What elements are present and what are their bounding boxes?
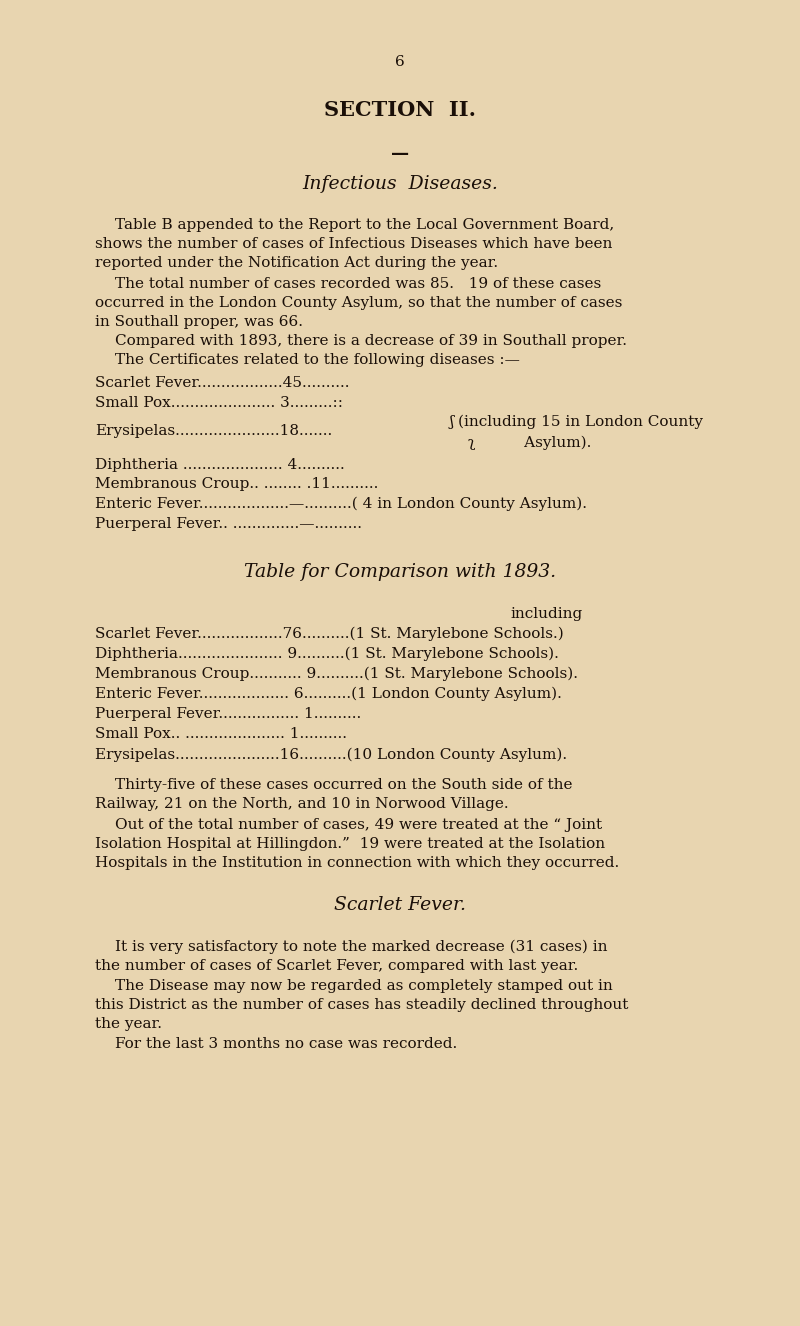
Text: Out of the total number of cases, 49 were treated at the “ Joint: Out of the total number of cases, 49 wer… bbox=[115, 818, 602, 831]
Text: Railway, 21 on the North, and 10 in Norwood Village.: Railway, 21 on the North, and 10 in Norw… bbox=[95, 797, 509, 812]
Text: Scarlet Fever..................45..........: Scarlet Fever..................45.......… bbox=[95, 377, 350, 390]
Text: Thirty-five of these cases occurred on the South side of the: Thirty-five of these cases occurred on t… bbox=[115, 778, 573, 792]
Text: Erysipelas......................18.......: Erysipelas......................18......… bbox=[95, 424, 332, 438]
Text: Table for Comparison with 1893.: Table for Comparison with 1893. bbox=[244, 564, 556, 581]
Text: Puerperal Fever.. ..............—..........: Puerperal Fever.. ..............—.......… bbox=[95, 517, 362, 530]
Text: The Disease may now be regarded as completely stamped out in: The Disease may now be regarded as compl… bbox=[115, 979, 613, 993]
Text: Erysipelas......................16..........(10 London County Asylum).: Erysipelas......................16......… bbox=[95, 748, 567, 762]
Text: the number of cases of Scarlet Fever, compared with last year.: the number of cases of Scarlet Fever, co… bbox=[95, 959, 578, 973]
Text: Small Pox...................... 3.........::: Small Pox...................... 3.......… bbox=[95, 396, 343, 410]
Text: Infectious  Diseases.: Infectious Diseases. bbox=[302, 175, 498, 194]
Text: Enteric Fever................... 6..........(1 London County Asylum).: Enteric Fever................... 6......… bbox=[95, 687, 562, 701]
Text: shows the number of cases of Infectious Diseases which have been: shows the number of cases of Infectious … bbox=[95, 237, 612, 251]
Text: Hospitals in the Institution in connection with which they occurred.: Hospitals in the Institution in connecti… bbox=[95, 857, 619, 870]
Text: the year.: the year. bbox=[95, 1017, 162, 1032]
Text: Table B appended to the Report to the Local Government Board,: Table B appended to the Report to the Lo… bbox=[115, 217, 614, 232]
Text: The Certificates related to the following diseases :—: The Certificates related to the followin… bbox=[115, 353, 520, 367]
Text: ʃ (including 15 in London County: ʃ (including 15 in London County bbox=[450, 415, 704, 430]
Text: Membranous Croup........... 9..........(1 St. Marylebone Schools).: Membranous Croup........... 9..........(… bbox=[95, 667, 578, 682]
Text: It is very satisfactory to note the marked decrease (31 cases) in: It is very satisfactory to note the mark… bbox=[115, 940, 607, 955]
Text: ʅ          Asylum).: ʅ Asylum). bbox=[468, 436, 591, 451]
Text: in Southall proper, was 66.: in Southall proper, was 66. bbox=[95, 316, 303, 329]
Text: this District as the number of cases has steadily declined throughout: this District as the number of cases has… bbox=[95, 998, 628, 1012]
Text: Scarlet Fever..................76..........(1 St. Marylebone Schools.): Scarlet Fever..................76.......… bbox=[95, 627, 564, 642]
Text: Isolation Hospital at Hillingdon.”  19 were treated at the Isolation: Isolation Hospital at Hillingdon.” 19 we… bbox=[95, 837, 605, 851]
Text: Diphtheria...................... 9..........(1 St. Marylebone Schools).: Diphtheria...................... 9......… bbox=[95, 647, 559, 662]
Text: Membranous Croup.. ........ .11..........: Membranous Croup.. ........ .11.........… bbox=[95, 477, 378, 491]
Text: including: including bbox=[510, 607, 582, 621]
Text: Compared with 1893, there is a decrease of 39 in Southall proper.: Compared with 1893, there is a decrease … bbox=[115, 334, 627, 347]
Text: —: — bbox=[391, 145, 409, 163]
Text: Diphtheria ..................... 4..........: Diphtheria ..................... 4......… bbox=[95, 457, 345, 472]
Text: 6: 6 bbox=[395, 54, 405, 69]
Text: occurred in the London County Asylum, so that the number of cases: occurred in the London County Asylum, so… bbox=[95, 296, 622, 310]
Text: SECTION  II.: SECTION II. bbox=[324, 99, 476, 119]
Text: Scarlet Fever.: Scarlet Fever. bbox=[334, 896, 466, 914]
Text: Puerperal Fever................. 1..........: Puerperal Fever................. 1......… bbox=[95, 707, 362, 721]
Text: For the last 3 months no case was recorded.: For the last 3 months no case was record… bbox=[115, 1037, 458, 1052]
Text: The total number of cases recorded was 85.   19 of these cases: The total number of cases recorded was 8… bbox=[115, 277, 602, 290]
Text: Enteric Fever...................—..........( 4 in London County Asylum).: Enteric Fever...................—.......… bbox=[95, 497, 587, 512]
Text: reported under the Notification Act during the year.: reported under the Notification Act duri… bbox=[95, 256, 498, 271]
Text: Small Pox.. ..................... 1..........: Small Pox.. ..................... 1.....… bbox=[95, 727, 347, 741]
